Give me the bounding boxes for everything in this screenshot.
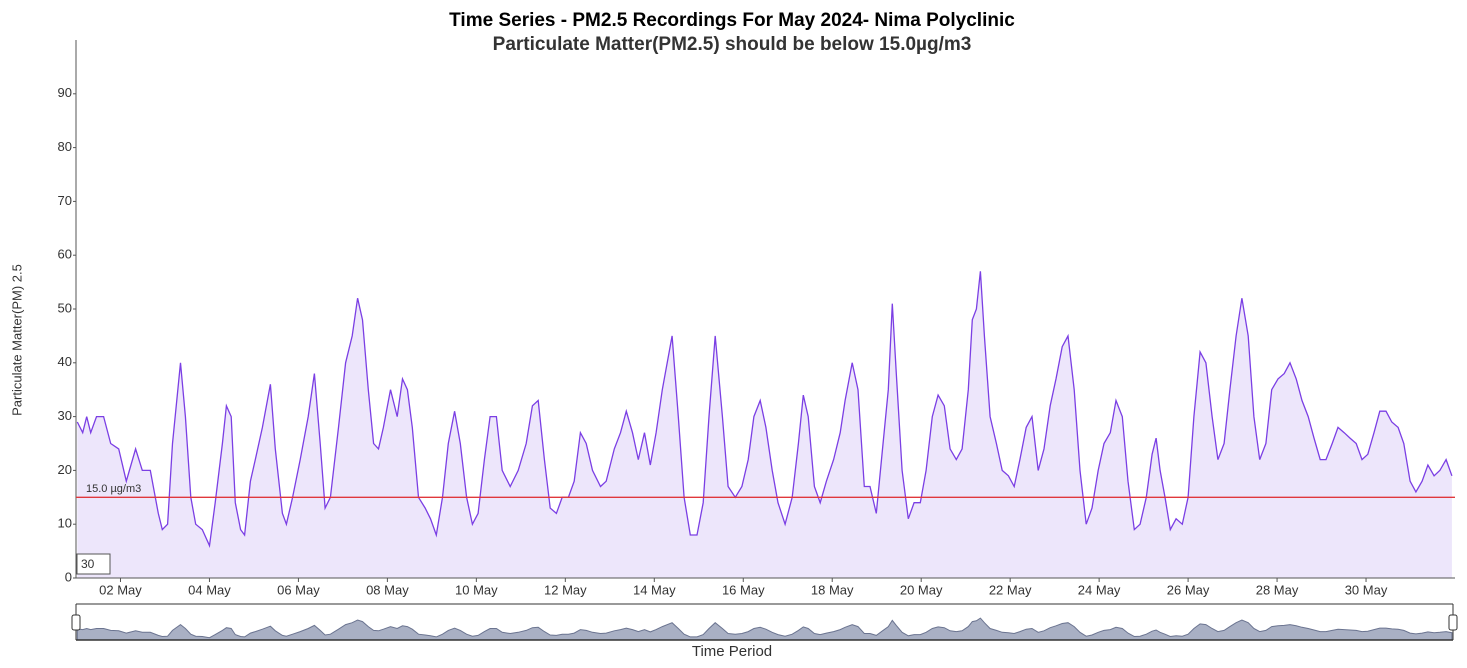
rolling-period-value[interactable]: 30 <box>81 557 95 571</box>
x-tick-label: 28 May <box>1256 582 1299 597</box>
y-tick-label: 40 <box>58 354 72 369</box>
x-axis-label: Time Period <box>692 643 772 660</box>
x-tick-label: 16 May <box>722 582 765 597</box>
x-tick-label: 12 May <box>544 582 587 597</box>
threshold-label: 15.0 µg/m3 <box>86 483 141 495</box>
y-tick-label: 20 <box>58 462 72 477</box>
y-axis-label: Particulate Matter(PM) 2.5 <box>9 264 24 416</box>
range-selector-handle[interactable] <box>71 614 81 631</box>
x-tick-label: 06 May <box>277 582 320 597</box>
x-tick-label: 26 May <box>1167 582 1210 597</box>
range-selector-plot <box>76 617 1453 641</box>
y-tick-label: 80 <box>58 139 72 154</box>
x-tick-label: 22 May <box>989 582 1032 597</box>
y-tick-label: 10 <box>58 516 72 531</box>
x-tick-label: 10 May <box>455 582 498 597</box>
y-tick-label: 70 <box>58 193 72 208</box>
chart-title: Time Series - PM2.5 Recordings For May 2… <box>449 10 1015 31</box>
y-tick-label: 50 <box>58 300 72 315</box>
y-tick-label: 90 <box>58 85 72 100</box>
y-tick-label: 0 <box>65 569 72 584</box>
x-tick-label: 18 May <box>811 582 854 597</box>
range-selector-handle[interactable] <box>1448 614 1458 631</box>
line <box>76 271 1453 549</box>
y-tick-label: 30 <box>58 408 72 423</box>
y-tick-label: 60 <box>58 247 72 262</box>
x-tick-label: 20 May <box>900 582 943 597</box>
x-tick-label: 02 May <box>99 582 142 597</box>
rolling-period-box[interactable] <box>76 553 111 575</box>
x-tick-label: 14 May <box>633 582 676 597</box>
x-tick-label: 08 May <box>366 582 409 597</box>
x-tick-label: 04 May <box>188 582 231 597</box>
chart-subtitle: Particulate Matter(PM2.5) should be belo… <box>493 34 972 55</box>
x-tick-label: 24 May <box>1078 582 1121 597</box>
x-tick-label: 30 May <box>1345 582 1388 597</box>
